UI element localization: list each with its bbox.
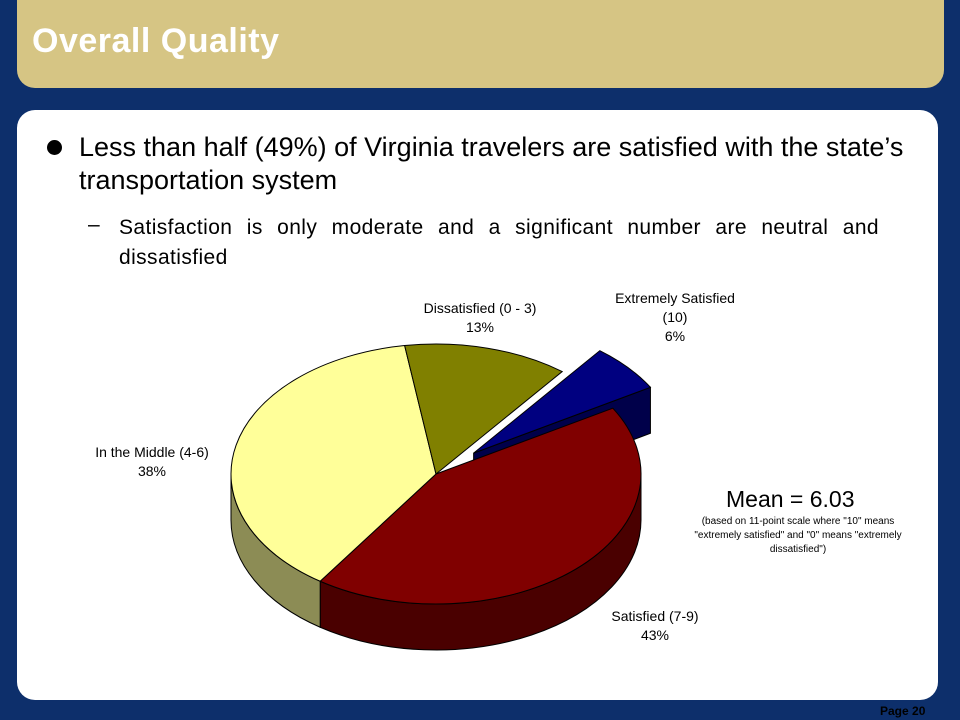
slice-label-text: Satisfied (7-9) [611, 608, 699, 624]
slice-label-dissatisfied: Dissatisfied (0 - 3) 13% [400, 299, 560, 337]
sub-bullet-dash: – [88, 213, 100, 236]
pie-slice-in-the-middle-4-6 [230, 344, 437, 582]
main-bullet: Less than half (49%) of Virginia travele… [79, 132, 904, 195]
sub-bullet: Satisfaction is only moderate and a sign… [119, 216, 879, 269]
pie-slice-satisfied-7-9 [319, 407, 642, 605]
slice-value-text: 13% [465, 319, 495, 335]
slide-title: Overall Quality [32, 22, 280, 60]
mean-value: Mean = 6.03 [726, 486, 855, 512]
slice-label-text: In the Middle (4-6) [95, 444, 209, 460]
slice-label-text: (10) [662, 309, 688, 325]
mean-note: (based on 11-point scale where "10" mean… [694, 516, 902, 555]
pie-slice-extremely-satisfied-10 [473, 350, 652, 454]
slice-label-text: Dissatisfied (0 - 3) [423, 300, 537, 316]
slice-value-text: 6% [664, 328, 686, 344]
bullet-dot [47, 140, 62, 155]
pie-slice-dissatisfied-0-3 [404, 343, 564, 475]
slice-label-in-the-middle: In the Middle (4-6) 38% [77, 443, 227, 481]
slice-value-text: 38% [137, 463, 167, 479]
slice-label-text: Extremely Satisfied [615, 290, 735, 306]
slice-label-satisfied: Satisfied (7-9) 43% [585, 607, 725, 645]
slice-label-extremely-satisfied: Extremely Satisfied (10) 6% [590, 289, 760, 346]
slice-value-text: 43% [640, 627, 670, 643]
page-number: Page 20 [880, 704, 926, 718]
pie-tops [230, 343, 652, 605]
title-bar [17, 0, 944, 88]
